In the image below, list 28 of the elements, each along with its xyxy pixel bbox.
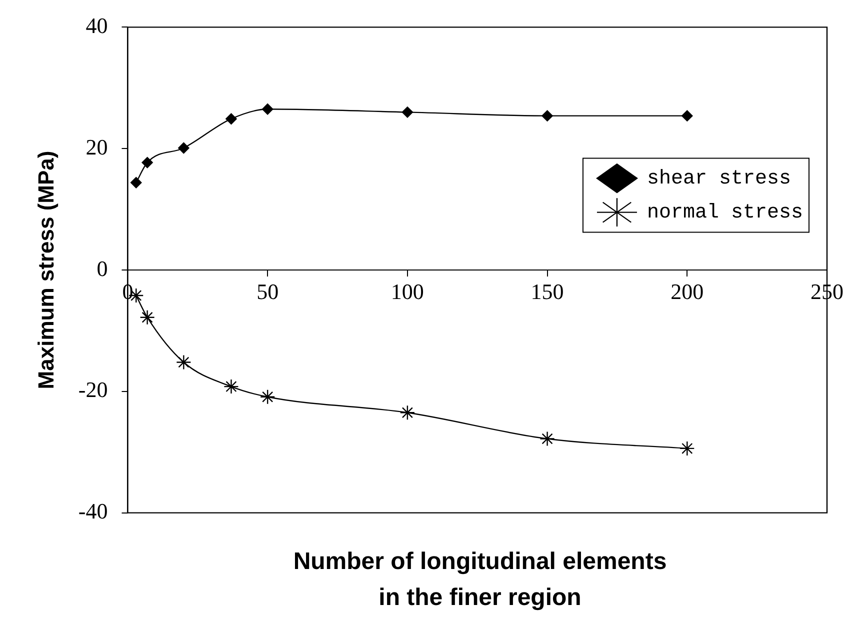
legend-label: shear stress bbox=[646, 168, 792, 191]
point bbox=[680, 440, 695, 456]
point bbox=[540, 431, 555, 446]
point bbox=[682, 110, 693, 122]
y-tick-label: 40 bbox=[86, 12, 108, 38]
point bbox=[542, 110, 553, 122]
y-tick-label: -40 bbox=[78, 498, 108, 524]
x-tick-label: 50 bbox=[256, 278, 279, 304]
x-tick-label: 100 bbox=[390, 278, 424, 304]
y-tick-label: -20 bbox=[78, 377, 108, 402]
point bbox=[262, 104, 274, 115]
x-tick-label: 200 bbox=[670, 278, 704, 304]
point bbox=[260, 389, 276, 404]
point bbox=[402, 106, 414, 118]
y-axis-title: Maximum stress (MPa) bbox=[33, 150, 58, 390]
point bbox=[130, 176, 142, 188]
y-tick-label: 0 bbox=[96, 256, 108, 281]
y-tick-label: 20 bbox=[86, 134, 108, 160]
point bbox=[224, 378, 239, 394]
point bbox=[140, 310, 155, 325]
point bbox=[142, 156, 153, 168]
point bbox=[178, 142, 190, 154]
x-axis-title: Number of longitudinal elements in the finer region bbox=[292, 547, 668, 613]
point bbox=[226, 113, 237, 124]
point bbox=[176, 354, 192, 370]
x-tick-label: 150 bbox=[530, 278, 564, 304]
legend-label: normal stress bbox=[646, 202, 804, 225]
point bbox=[400, 405, 416, 420]
